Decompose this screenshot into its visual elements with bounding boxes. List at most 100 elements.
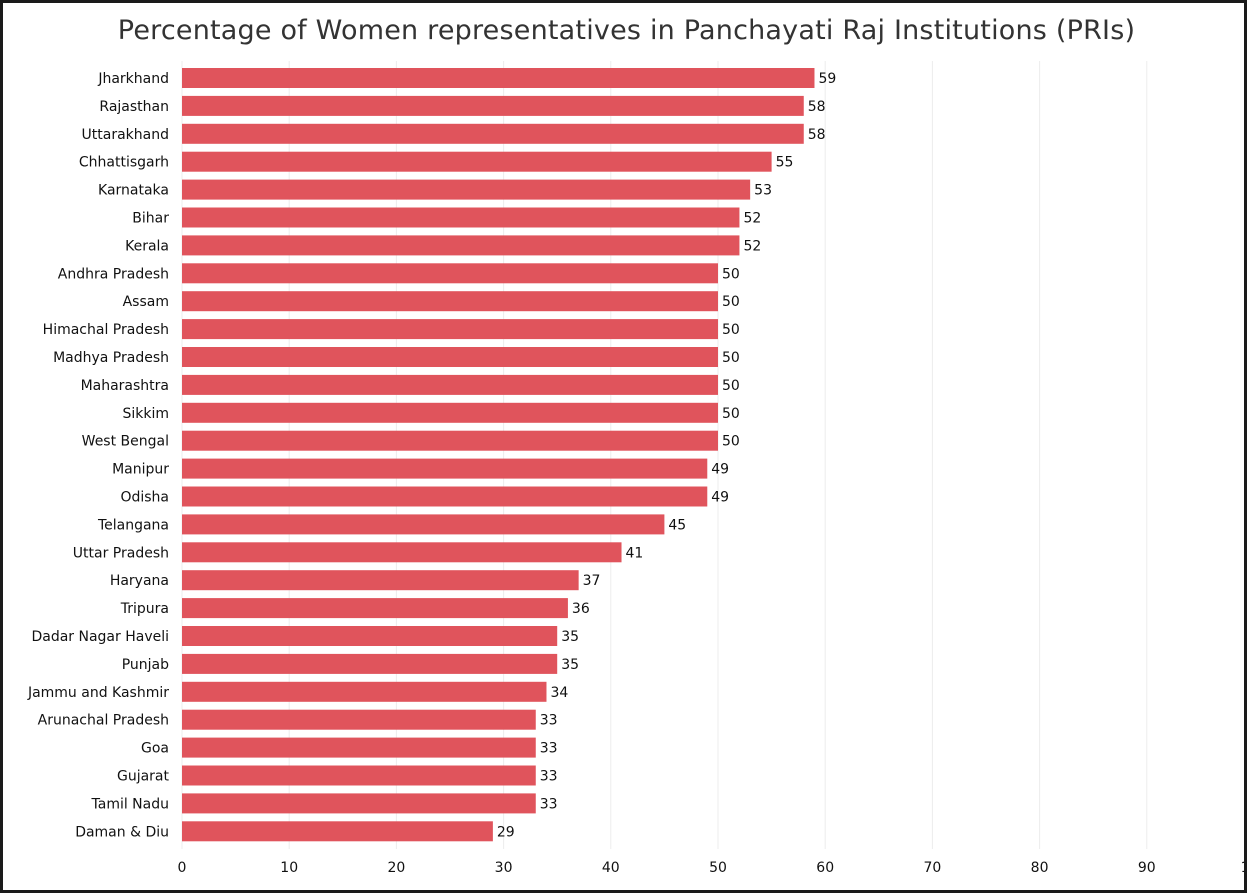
x-tick-label: 80 [1031,860,1049,876]
bar [182,347,718,367]
category-label: Gujarat [117,769,170,785]
value-label: 50 [722,406,740,422]
value-label: 53 [754,183,772,199]
bar [182,570,579,591]
category-label: Manipur [112,462,169,478]
x-tick-label: 90 [1138,860,1156,876]
category-label: Karnataka [98,183,169,199]
x-tick-label: 100 [1241,860,1244,876]
bar [182,374,718,395]
category-label: Madhya Pradesh [53,350,169,366]
category-label: West Bengal [82,434,169,450]
chart-title: Percentage of Women representatives in P… [117,15,1136,46]
bar [182,123,804,144]
category-label: Jammu and Kashmir [27,685,169,701]
bar [182,291,718,312]
category-label: Andhra Pradesh [58,266,169,282]
value-label: 36 [572,601,590,617]
bar [182,95,804,116]
category-label: Arunachal Pradesh [38,713,169,729]
bar [182,598,568,619]
x-tick-label: 10 [280,860,298,876]
value-label: 52 [743,238,761,254]
bar [182,235,740,256]
value-label: 50 [722,266,740,282]
category-label: Assam [123,294,169,310]
bar [182,319,718,340]
value-label: 37 [583,573,601,589]
value-label: 35 [561,629,579,645]
category-label: Uttar Pradesh [73,545,169,561]
x-tick-label: 60 [816,860,834,876]
bar [182,263,718,284]
bar [182,486,708,507]
category-label: Uttarakhand [82,127,169,143]
category-label: Rajasthan [99,99,169,115]
value-label: 29 [497,824,515,840]
grid-lines [181,61,1148,849]
bar [182,793,536,814]
bar [182,681,547,702]
bar [182,737,536,758]
bar [182,458,708,479]
value-label: 35 [561,657,579,673]
value-label: 55 [776,155,794,171]
category-label: Himachal Pradesh [43,322,169,338]
x-axis-ticks: 0 10 20 30 40 50 60 70 80 90 100 [178,860,1244,876]
x-tick-label: 0 [178,860,187,876]
value-label: 33 [540,796,558,812]
category-labels: Jharkhand Rajasthan Uttarakhand Chhattisgar… [27,71,170,840]
value-label: 33 [540,769,558,785]
bar [182,151,772,172]
category-label: Tamil Nadu [91,796,170,812]
bar [182,626,558,646]
x-tick-label: 70 [923,860,941,876]
value-labels: 5958585553525250505050505050494945413736… [497,71,836,840]
category-label: Chhattisgarh [79,155,169,171]
bar [182,514,665,535]
bar [182,821,493,842]
value-label: 59 [818,71,836,87]
bar [182,653,558,674]
category-label: Tripura [120,601,169,617]
bar [182,765,536,786]
bar [182,430,718,451]
category-label: Kerala [125,238,169,254]
bar [182,402,718,423]
value-label: 34 [550,685,568,701]
category-label: Telangana [97,517,169,533]
category-label: Dadar Nagar Haveli [31,629,169,645]
bar [182,179,751,200]
value-label: 33 [540,713,558,729]
category-label: Maharashtra [81,378,169,394]
category-label: Daman & Diu [75,824,169,840]
value-label: 50 [722,322,740,338]
category-label: Odisha [120,490,169,506]
value-label: 33 [540,741,558,757]
x-tick-label: 30 [495,860,513,876]
value-label: 58 [808,127,826,143]
x-tick-label: 50 [709,860,727,876]
bar [182,207,740,228]
value-label: 49 [711,490,729,506]
value-label: 52 [743,211,761,227]
value-label: 58 [808,99,826,115]
value-label: 50 [722,378,740,394]
x-tick-label: 20 [387,860,405,876]
bars [182,68,815,842]
category-label: Jharkhand [97,71,169,87]
value-label: 50 [722,350,740,366]
value-label: 50 [722,434,740,450]
x-tick-label: 40 [602,860,620,876]
bar-chart: Jharkhand Rajasthan Uttarakhand Chhattisgar… [27,61,1244,876]
category-label: Sikkim [122,406,169,422]
value-label: 41 [626,545,644,561]
bar [182,542,622,563]
bar [182,68,815,88]
bar [182,709,536,730]
category-label: Goa [141,741,169,757]
category-label: Punjab [122,657,169,673]
value-label: 49 [711,462,729,478]
value-label: 50 [722,294,740,310]
